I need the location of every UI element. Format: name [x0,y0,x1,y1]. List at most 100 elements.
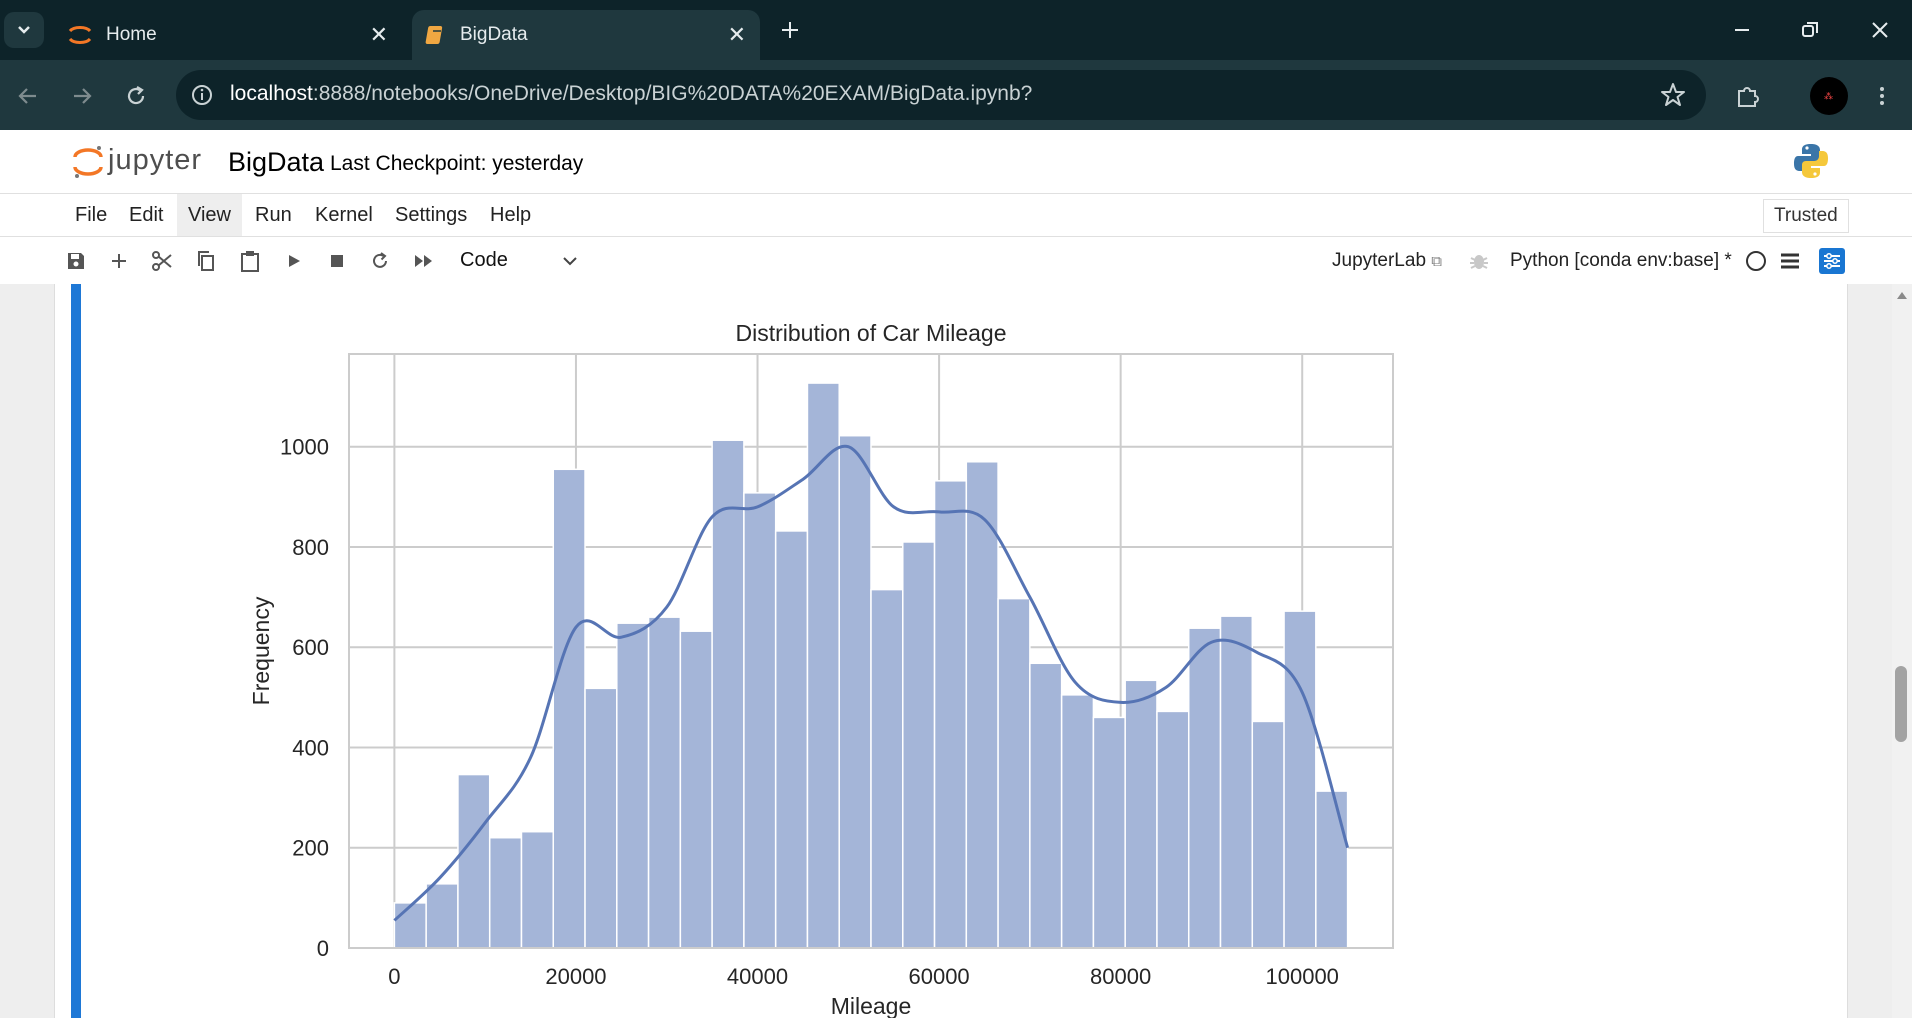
stop-icon [331,255,343,267]
menu-edit[interactable]: Edit [129,204,164,226]
insert-cell-button[interactable] [105,247,133,275]
restart-button[interactable] [366,247,394,275]
python-logo-icon [1794,144,1828,178]
x-tick-label: 40000 [727,964,788,989]
close-icon[interactable]: ✕ [727,22,746,47]
reload-button[interactable] [120,80,152,112]
chart-title: Distribution of Car Mileage [735,320,1006,346]
kernel-status-idle-icon [1746,251,1766,271]
paste-button[interactable] [236,247,264,275]
histogram-bar [616,622,650,949]
kernel-name[interactable]: Python [conda env:base] * [1510,250,1732,271]
histogram-bar [488,836,523,949]
url-path: :8888/notebooks/OneDrive/Desktop/BIG%20D… [312,82,1033,105]
menu-kernel[interactable]: Kernel [315,204,373,226]
minimize-button[interactable] [1722,14,1762,46]
run-button[interactable] [280,247,308,275]
back-button[interactable] [12,80,44,112]
tab-bigdata[interactable]: BigData ✕ [412,10,760,60]
browser-menu-button[interactable] [1866,80,1898,112]
tab-search-button[interactable] [4,12,44,48]
forward-button[interactable] [66,80,98,112]
save-button[interactable] [62,247,90,275]
profile-avatar[interactable]: ⁂ [1810,77,1848,115]
histogram-bar [393,902,427,949]
star-icon[interactable] [1660,82,1686,108]
y-tick-label: 800 [292,535,329,560]
menu-help[interactable]: Help [490,204,532,226]
histogram-bar [1219,615,1254,949]
histogram-bar [1029,662,1063,949]
plus-icon [112,254,126,268]
menu-view[interactable]: View [177,194,242,236]
y-tick-label: 1000 [280,435,329,460]
debugger-bug-icon[interactable] [1468,250,1490,272]
scroll-up-arrow-icon[interactable] [1896,290,1908,300]
restore-button[interactable] [1790,14,1830,46]
histogram-bar [711,439,745,949]
cut-button[interactable] [148,247,176,275]
y-tick-label: 0 [317,936,329,961]
extensions-button[interactable] [1732,80,1764,112]
menu-bar: File Edit View Run Kernel Settings Help … [0,194,1912,237]
open-jupyterlab-link[interactable]: JupyterLab ⧉ [1332,237,1442,284]
property-inspector-icon[interactable] [1818,247,1846,275]
menu-run[interactable]: Run [255,204,292,226]
histogram-bar [1124,679,1158,949]
histogram-bar [552,468,586,949]
menu-settings[interactable]: Settings [395,204,468,226]
histogram-bar [806,382,840,949]
plus-icon [782,22,798,38]
notebook-title[interactable]: BigData [228,147,325,177]
table-of-contents-icon[interactable] [1778,249,1802,273]
output-cell[interactable]: 0 200 400 600 800 1000 0 20000 40000 60000 80000 1… [54,284,1848,1018]
puzzle-icon [1738,87,1759,107]
histogram-bar [1156,710,1190,949]
avatar-icon: ⁂ [1824,90,1834,101]
url-host: localhost [230,82,313,105]
scrollbar-track[interactable] [1892,284,1912,1018]
chevron-down-icon [18,26,30,34]
cell-type-select[interactable]: Code [460,249,508,271]
clipboard-icon [241,251,259,272]
y-tick-label: 200 [292,836,329,861]
notebook-icon [425,26,443,44]
menu-file[interactable]: File [75,204,108,226]
trusted-badge[interactable]: Trusted [1763,199,1849,233]
x-tick-label: 80000 [1090,964,1151,989]
close-window-button[interactable] [1860,14,1900,46]
histogram-bar [1092,716,1126,949]
interrupt-button[interactable] [323,247,351,275]
jupyter-logo-text[interactable]: jupyter [108,144,203,176]
restart-run-all-button[interactable] [410,247,438,275]
info-icon [192,85,212,105]
tab-label: BigData [460,24,528,45]
active-cell-indicator[interactable] [71,284,81,1018]
more-vert-icon [1880,87,1884,105]
histogram-bar [1187,627,1222,949]
address-bar[interactable]: localhost:8888/notebooks/OneDrive/Deskto… [176,70,1706,120]
jupyter-logo-icon[interactable] [72,144,104,180]
scissors-icon [152,251,172,271]
y-tick-label: 600 [292,635,329,660]
play-icon [289,255,300,267]
browser-tab-bar: Home ✕ BigData ✕ [0,0,1912,60]
minimize-icon [1735,29,1749,31]
histogram-bar [774,530,809,949]
tab-home[interactable]: Home ✕ [58,10,402,60]
jupyter-icon [68,26,92,44]
jupyter-header: jupyter BigData Last Checkpoint: yesterd… [0,130,1912,194]
notebook-toolbar: Code JupyterLab ⧉ Python [conda env:base… [0,237,1912,285]
copy-button[interactable] [192,247,220,275]
histogram-bar [965,461,999,949]
close-icon[interactable]: ✕ [369,22,388,47]
histogram-bars [393,382,1349,949]
new-tab-button[interactable] [770,14,810,46]
notebook-area: 0 200 400 600 800 1000 0 20000 40000 60000 80000 1… [0,284,1912,1018]
plot-frame [348,353,1394,949]
x-tick-label: 100000 [1266,964,1339,989]
chevron-down-icon[interactable] [558,249,582,273]
histogram-bar [584,687,618,949]
arrow-right-icon [74,88,92,104]
scrollbar-thumb[interactable] [1895,666,1907,742]
